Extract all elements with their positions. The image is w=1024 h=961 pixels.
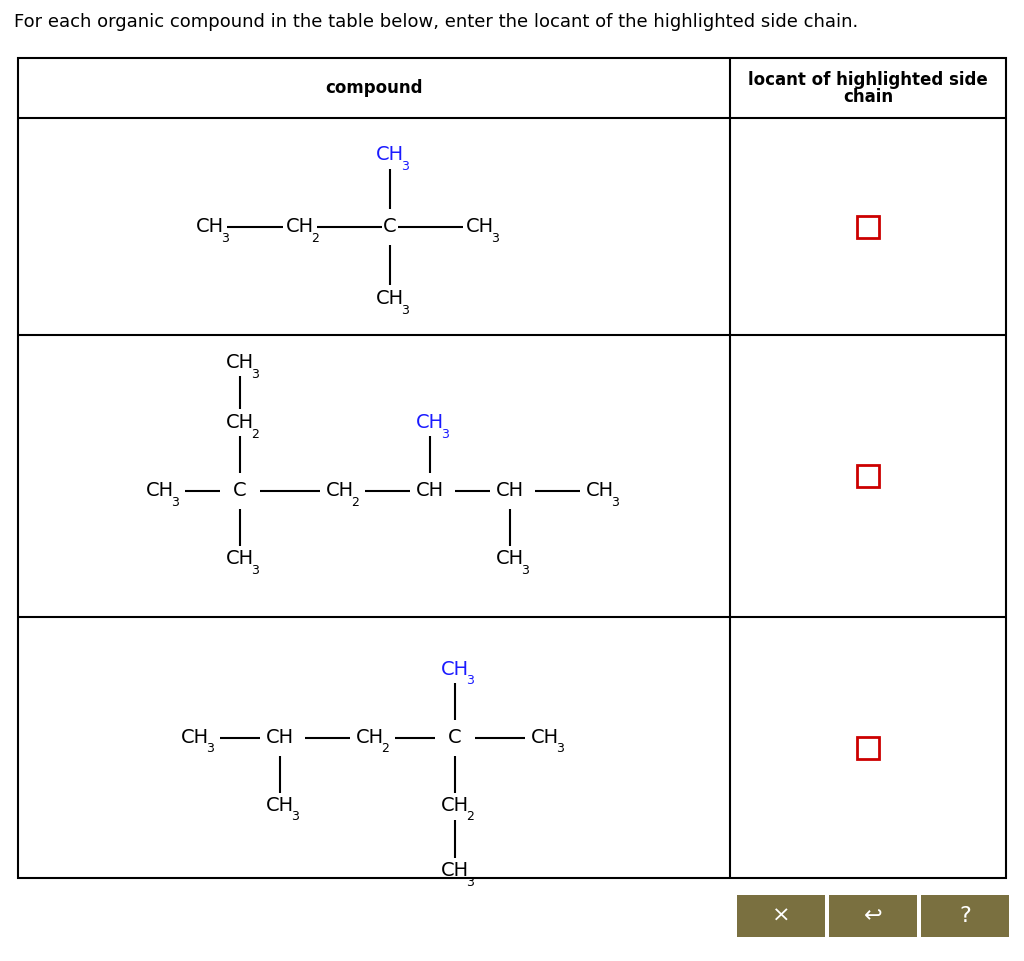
Text: C: C [233, 481, 247, 501]
Text: 3: 3 [521, 564, 528, 577]
Text: locant of highlighted side: locant of highlighted side [749, 71, 988, 89]
Text: CH: CH [586, 481, 614, 501]
Text: CH: CH [286, 217, 314, 236]
Text: 3: 3 [441, 428, 449, 441]
Text: 3: 3 [556, 743, 564, 755]
Text: CH: CH [266, 728, 294, 747]
Bar [921, 895, 1009, 937]
Text: CH: CH [226, 413, 254, 432]
Text: CH: CH [356, 728, 384, 747]
Bar [18, 58, 1006, 878]
Text: 3: 3 [611, 496, 618, 509]
Text: 3: 3 [401, 160, 409, 173]
Text: C: C [449, 728, 462, 747]
Bar [857, 465, 879, 487]
Text: 3: 3 [251, 368, 259, 381]
Text: 3: 3 [401, 304, 409, 316]
Text: 3: 3 [466, 875, 474, 889]
Text: CH: CH [266, 796, 294, 815]
Text: CH: CH [496, 550, 524, 569]
Text: CH: CH [181, 728, 209, 747]
Text: C: C [383, 217, 397, 236]
Text: ?: ? [959, 906, 971, 926]
Text: ×: × [772, 906, 791, 926]
Text: CH: CH [226, 550, 254, 569]
Text: CH: CH [441, 861, 469, 880]
Text: chain: chain [843, 88, 893, 106]
Text: 2: 2 [351, 496, 358, 509]
Text: CH: CH [376, 145, 404, 164]
Text: CH: CH [416, 413, 444, 432]
Text: 2: 2 [251, 428, 259, 441]
Text: For each organic compound in the table below, enter the locant of the highlighte: For each organic compound in the table b… [14, 13, 858, 31]
Text: 3: 3 [466, 675, 474, 687]
Bar [737, 895, 825, 937]
Text: CH: CH [466, 217, 494, 236]
Text: 2: 2 [466, 810, 474, 824]
Text: 3: 3 [206, 743, 214, 755]
Text: compound: compound [326, 79, 423, 97]
Text: 3: 3 [171, 496, 179, 509]
Text: 2: 2 [381, 743, 389, 755]
Text: CH: CH [196, 217, 224, 236]
Text: 3: 3 [291, 810, 299, 824]
Text: CH: CH [146, 481, 174, 501]
Text: CH: CH [226, 354, 254, 373]
Text: CH: CH [441, 796, 469, 815]
Text: CH: CH [416, 481, 444, 501]
Text: ↩: ↩ [863, 906, 883, 926]
Text: CH: CH [326, 481, 354, 501]
Bar [857, 736, 879, 758]
Text: CH: CH [376, 289, 404, 308]
Bar [857, 215, 879, 237]
Text: 3: 3 [221, 232, 229, 244]
Text: CH: CH [441, 660, 469, 679]
Text: 2: 2 [311, 232, 318, 244]
Text: CH: CH [530, 728, 559, 747]
Text: CH: CH [496, 481, 524, 501]
Bar [829, 895, 918, 937]
Text: 3: 3 [251, 564, 259, 577]
Text: 3: 3 [490, 232, 499, 244]
